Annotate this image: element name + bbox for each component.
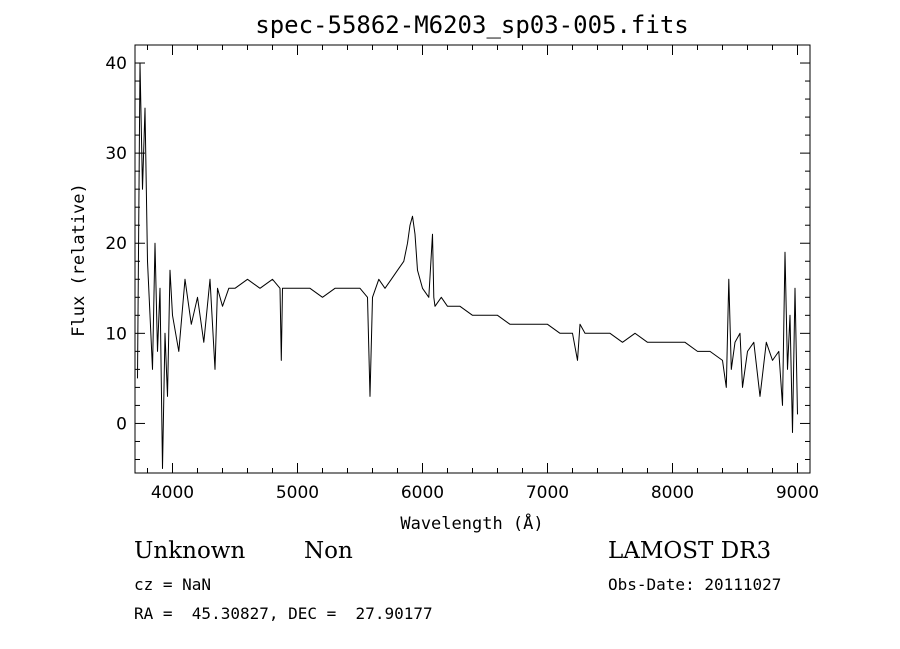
spectrum-line bbox=[137, 62, 798, 469]
y-tick-label: 20 bbox=[105, 234, 127, 254]
y-tick-label: 30 bbox=[105, 144, 127, 164]
plot-frame bbox=[134, 44, 811, 474]
object-subclass-label: Non bbox=[304, 538, 353, 564]
y-axis-label: Flux (relative) bbox=[69, 183, 89, 337]
plot-area: 4000 5000 6000 7000 8000 9000 0 10 20 30 40 bbox=[105, 44, 819, 503]
x-tick-label: 9000 bbox=[776, 483, 819, 503]
chart-title: spec-55862-M6203_sp03-005.fits bbox=[255, 11, 688, 39]
survey-label: LAMOST DR3 bbox=[608, 538, 772, 564]
y-tick-label: 0 bbox=[116, 414, 127, 434]
x-tick-label: 5000 bbox=[276, 483, 319, 503]
coordinates-label: RA = 45.30827, DEC = 27.90177 bbox=[134, 604, 433, 623]
obs-date-label: Obs-Date: 20111027 bbox=[608, 575, 782, 594]
x-tick-label: 8000 bbox=[651, 483, 694, 503]
x-tick-label: 6000 bbox=[401, 483, 444, 503]
x-tick-label: 7000 bbox=[526, 483, 569, 503]
y-tick-label: 10 bbox=[105, 324, 127, 344]
object-class-label: Unknown bbox=[134, 538, 246, 564]
x-tick-label: 4000 bbox=[151, 483, 194, 503]
x-axis-label: Wavelength (Å) bbox=[400, 512, 543, 534]
redshift-label: cz = NaN bbox=[134, 575, 212, 594]
y-tick-label: 40 bbox=[105, 54, 127, 74]
